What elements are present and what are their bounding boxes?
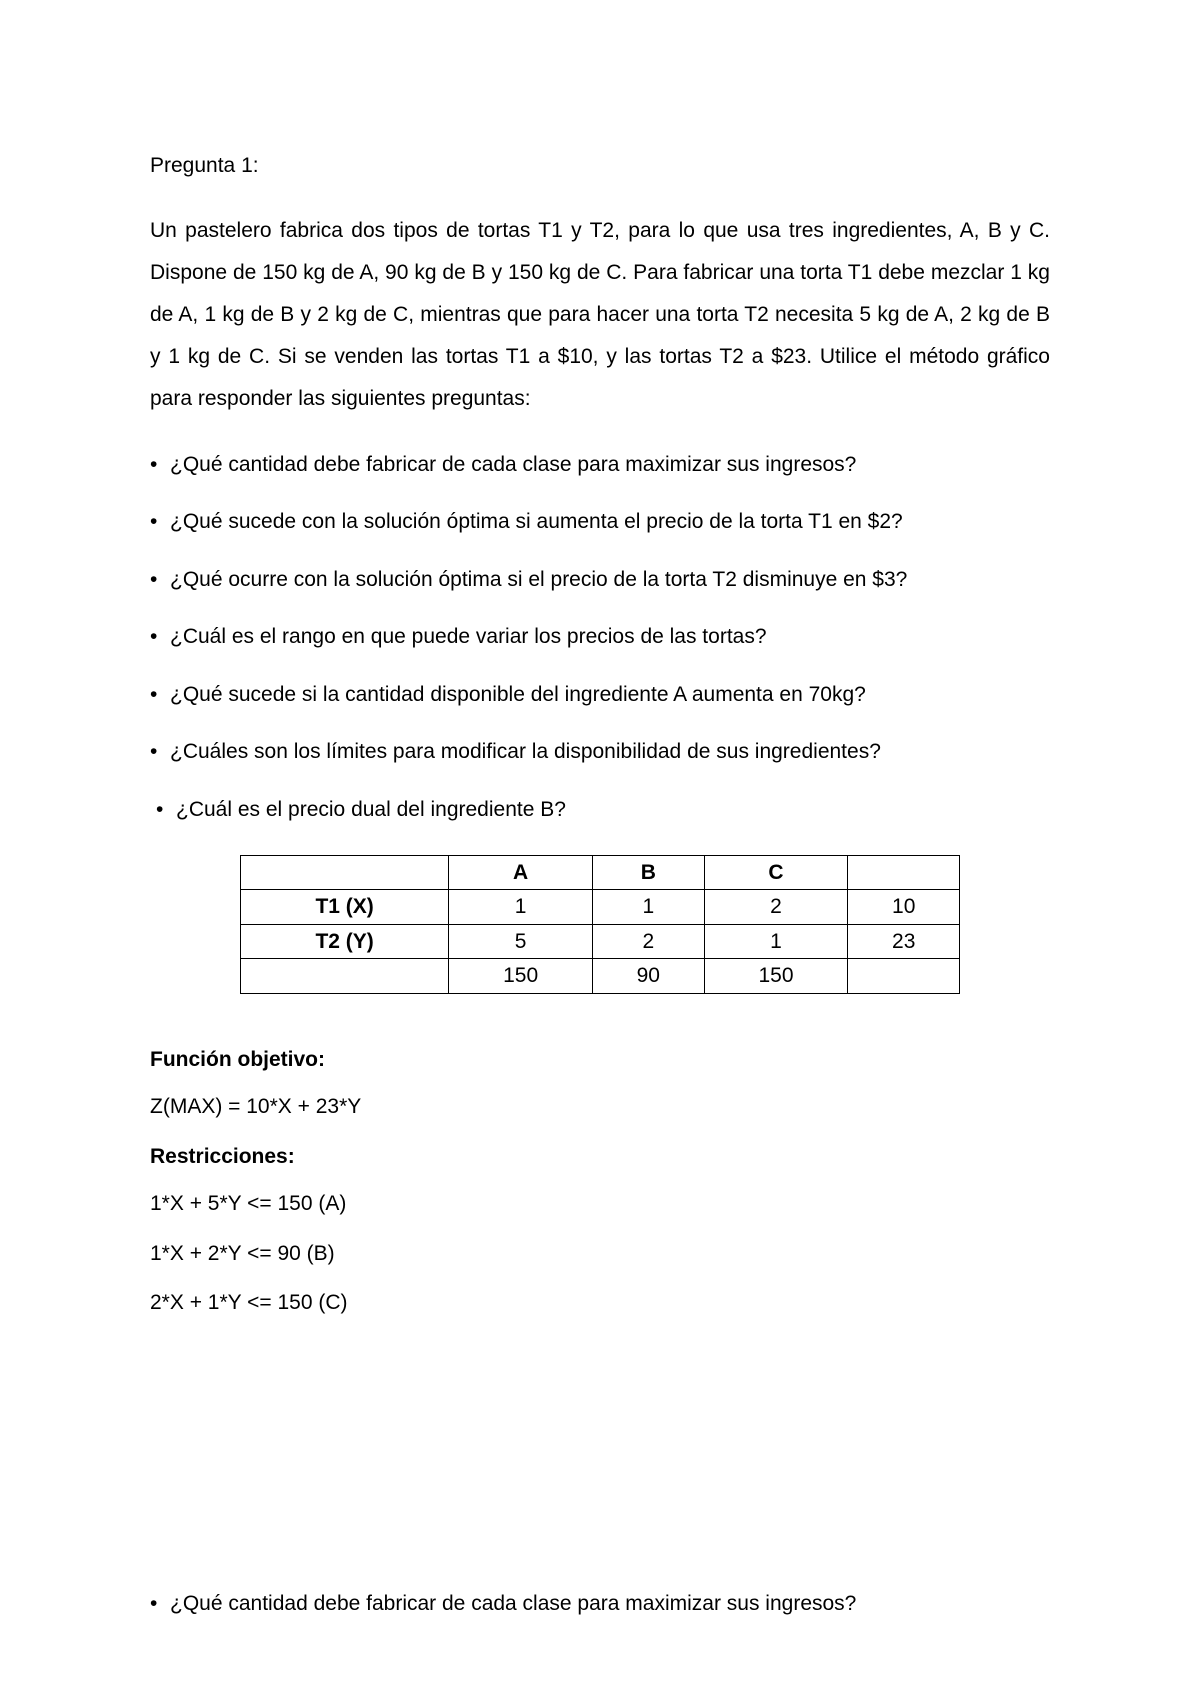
spacer xyxy=(150,1337,1050,1587)
bullet-item: ¿Qué cantidad debe fabricar de cada clas… xyxy=(150,1587,1050,1621)
table-header-cell: B xyxy=(593,855,705,890)
table-cell: T1 (X) xyxy=(241,890,449,925)
table-cell: 2 xyxy=(593,924,705,959)
bullet-item: ¿Cuál es el precio dual del ingrediente … xyxy=(156,793,1050,827)
table-cell: 10 xyxy=(848,890,960,925)
document-page: Pregunta 1: Un pastelero fabrica dos tip… xyxy=(0,0,1200,1698)
final-bullet-list: ¿Qué cantidad debe fabricar de cada clas… xyxy=(150,1587,1050,1621)
table-cell xyxy=(848,959,960,994)
table-row: 150 90 150 xyxy=(241,959,960,994)
bullet-item: ¿Qué ocurre con la solución óptima si el… xyxy=(150,563,1050,597)
problem-statement: Un pastelero fabrica dos tipos de tortas… xyxy=(150,210,1050,420)
table-cell: 150 xyxy=(704,959,848,994)
table-cell: 1 xyxy=(593,890,705,925)
constraint-line: 1*X + 2*Y <= 90 (B) xyxy=(150,1238,1050,1270)
table-cell: 23 xyxy=(848,924,960,959)
question-bullet-list: ¿Qué cantidad debe fabricar de cada clas… xyxy=(150,448,1050,827)
table-cell: 1 xyxy=(704,924,848,959)
bullet-item: ¿Qué cantidad debe fabricar de cada clas… xyxy=(150,448,1050,482)
objective-formula: Z(MAX) = 10*X + 23*Y xyxy=(150,1091,1050,1123)
constraints-heading: Restricciones: xyxy=(150,1141,1050,1173)
ingredients-table: A B C T1 (X) 1 1 2 10 T2 (Y) 5 2 1 23 15… xyxy=(240,855,960,994)
constraint-line: 2*X + 1*Y <= 150 (C) xyxy=(150,1287,1050,1319)
table-header-cell xyxy=(848,855,960,890)
table-row: T2 (Y) 5 2 1 23 xyxy=(241,924,960,959)
table-header-cell: A xyxy=(449,855,593,890)
constraint-line: 1*X + 5*Y <= 150 (A) xyxy=(150,1188,1050,1220)
table-cell: 2 xyxy=(704,890,848,925)
table-cell xyxy=(241,959,449,994)
bullet-item: ¿Qué sucede con la solución óptima si au… xyxy=(150,505,1050,539)
table-cell: 1 xyxy=(449,890,593,925)
table-cell: T2 (Y) xyxy=(241,924,449,959)
table-cell: 5 xyxy=(449,924,593,959)
question-title: Pregunta 1: xyxy=(150,150,1050,182)
objective-heading: Función objetivo: xyxy=(150,1044,1050,1076)
bullet-item: ¿Qué sucede si la cantidad disponible de… xyxy=(150,678,1050,712)
bullet-item: ¿Cuáles son los límites para modificar l… xyxy=(150,735,1050,769)
table-cell: 90 xyxy=(593,959,705,994)
table-cell: 150 xyxy=(449,959,593,994)
table-header-cell xyxy=(241,855,449,890)
table-header-cell: C xyxy=(704,855,848,890)
bullet-item: ¿Cuál es el rango en que puede variar lo… xyxy=(150,620,1050,654)
table-header-row: A B C xyxy=(241,855,960,890)
table-row: T1 (X) 1 1 2 10 xyxy=(241,890,960,925)
